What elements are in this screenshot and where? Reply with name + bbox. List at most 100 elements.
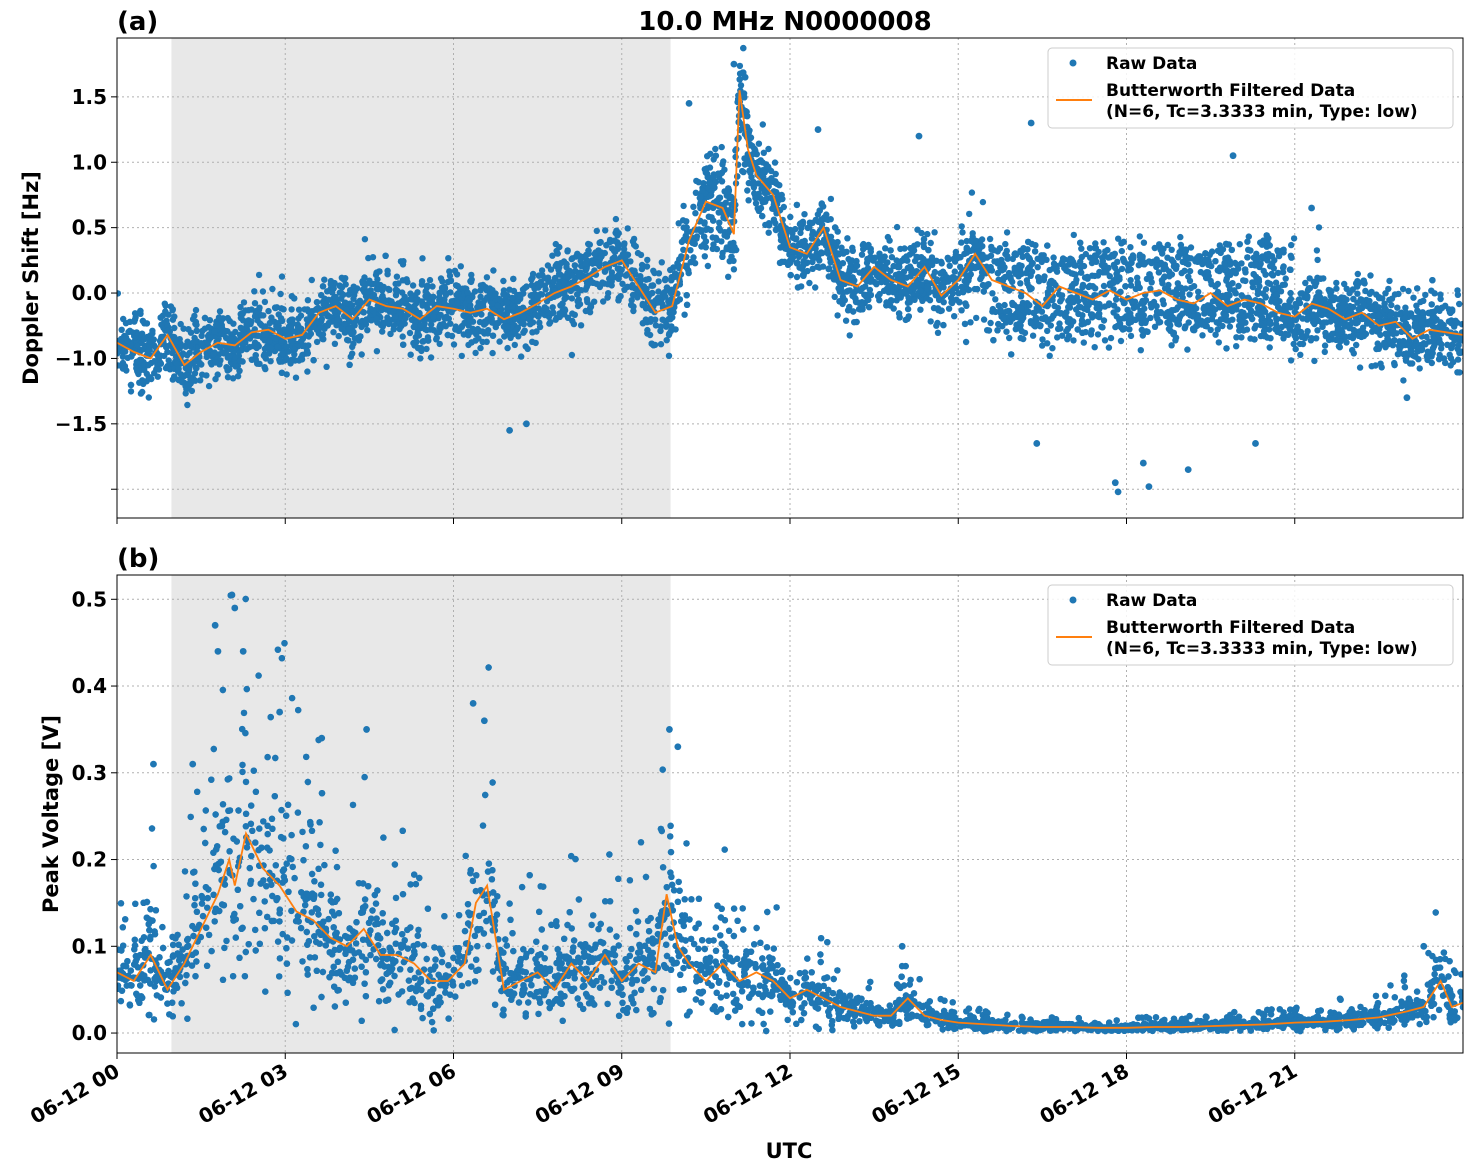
raw-data-point <box>358 351 365 358</box>
raw-data-point <box>1016 312 1024 320</box>
raw-data-points <box>117 44 1463 409</box>
raw-data-point <box>379 287 386 294</box>
raw-data-point <box>949 299 956 307</box>
raw-data-point <box>951 313 958 320</box>
raw-data-point <box>454 299 461 307</box>
raw-data-point <box>1172 265 1180 272</box>
raw-data-point <box>1340 294 1348 302</box>
raw-data-point <box>1321 342 1329 349</box>
raw-data-point <box>683 292 690 299</box>
raw-data-point <box>1058 260 1065 268</box>
raw-data-point <box>367 305 374 312</box>
raw-data-point <box>1151 244 1159 252</box>
raw-data-point <box>1205 261 1212 268</box>
raw-data-point <box>793 273 801 281</box>
raw-data-point <box>511 341 518 349</box>
raw-data-point <box>1377 331 1384 339</box>
raw-data-point <box>1049 345 1056 352</box>
raw-data-point <box>1166 273 1173 280</box>
raw-data-point <box>1333 285 1340 292</box>
raw-data-point <box>1350 295 1357 303</box>
raw-data-point <box>1137 347 1145 354</box>
raw-data-point <box>521 327 528 334</box>
raw-data-point <box>632 271 639 278</box>
raw-data-point <box>1161 285 1169 292</box>
raw-data-point <box>933 322 940 329</box>
raw-data-point <box>1003 247 1010 255</box>
raw-data-point <box>437 275 445 282</box>
raw-data-point <box>1145 258 1153 265</box>
raw-data-point <box>278 337 285 344</box>
raw-data-point <box>690 203 697 210</box>
raw-data-point <box>255 332 262 339</box>
raw-data-point <box>1388 301 1395 309</box>
raw-data-point <box>913 280 920 287</box>
raw-data-point <box>1394 322 1401 329</box>
raw-data-point <box>546 320 553 327</box>
raw-data-point <box>321 276 328 283</box>
raw-data-point <box>1431 336 1438 343</box>
raw-data-point <box>787 271 794 279</box>
raw-data-point <box>271 304 279 311</box>
raw-data-point <box>192 364 199 371</box>
raw-data-point <box>1121 299 1128 307</box>
raw-data-point <box>458 352 465 360</box>
raw-data-point <box>890 289 897 296</box>
raw-data-point <box>918 229 925 237</box>
raw-data-point <box>288 356 296 363</box>
shaded-interval <box>171 38 671 518</box>
raw-data-point <box>290 328 297 335</box>
raw-data-point <box>741 94 748 101</box>
raw-data-point <box>1296 340 1304 348</box>
raw-data-point <box>1127 277 1134 284</box>
raw-data-point <box>397 258 405 265</box>
raw-data-point <box>1269 272 1277 279</box>
raw-data-point <box>630 235 638 243</box>
raw-data-point <box>310 357 317 364</box>
raw-data-point <box>824 250 832 257</box>
raw-data-point <box>255 271 263 279</box>
raw-data-point <box>1353 341 1360 349</box>
raw-data-point <box>716 219 723 226</box>
raw-data-point <box>1117 337 1125 345</box>
raw-data-point <box>1234 261 1241 269</box>
raw-data-point <box>615 297 622 304</box>
raw-data-point <box>1394 304 1401 311</box>
raw-data-point <box>1411 320 1419 327</box>
raw-data-point <box>831 224 839 231</box>
raw-data-point <box>1055 291 1063 298</box>
raw-data-point <box>925 246 932 254</box>
raw-data-point <box>621 286 628 293</box>
raw-data-point <box>149 330 156 337</box>
raw-data-point <box>1375 304 1383 311</box>
raw-data-point <box>718 238 725 245</box>
raw-data-point <box>1050 265 1057 272</box>
raw-data-point <box>1064 336 1071 343</box>
raw-data-point <box>1333 317 1340 325</box>
raw-data-point <box>1217 316 1225 323</box>
raw-data-point <box>1017 280 1024 287</box>
raw-data-point <box>407 351 414 358</box>
raw-data-point <box>267 344 275 352</box>
raw-data-point <box>1241 301 1248 308</box>
raw-data-point <box>1077 239 1084 246</box>
raw-data-point <box>575 300 582 307</box>
raw-data-point <box>639 300 646 308</box>
raw-data-point <box>623 271 630 279</box>
raw-data-point <box>1035 304 1042 312</box>
raw-data-point <box>547 266 555 273</box>
raw-data-point <box>1214 326 1221 333</box>
raw-data-point <box>561 306 568 313</box>
raw-data-point <box>806 279 813 287</box>
raw-data-point <box>710 174 717 181</box>
raw-data-point <box>1306 308 1313 315</box>
raw-data-point <box>1313 335 1320 342</box>
raw-data-point <box>815 218 822 225</box>
raw-data-point <box>1297 290 1304 297</box>
raw-data-point <box>853 262 861 269</box>
raw-data-point <box>987 252 995 259</box>
raw-data-point <box>251 339 259 346</box>
raw-data-point <box>997 306 1004 314</box>
raw-data-point <box>340 291 347 298</box>
raw-data-point <box>1302 279 1309 287</box>
